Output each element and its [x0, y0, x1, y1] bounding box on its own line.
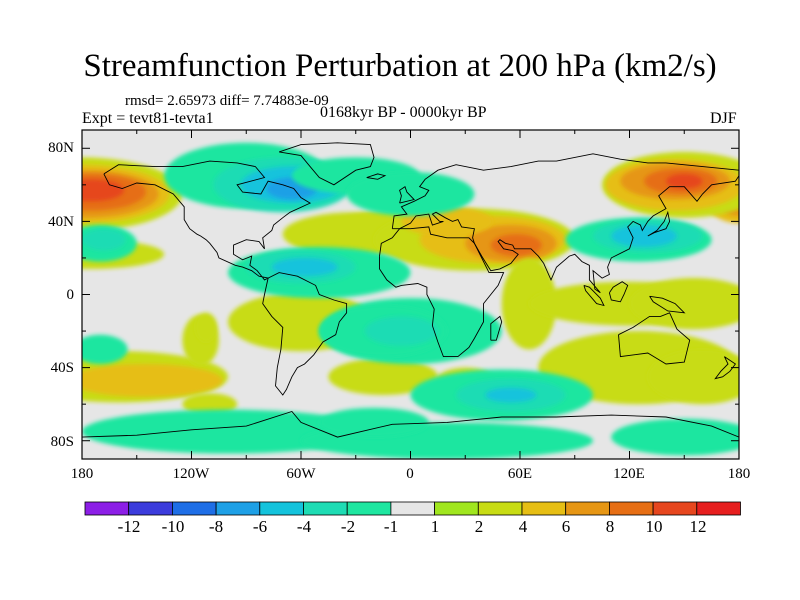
colorbar-label: 10 — [645, 517, 663, 536]
lat-label-eq: 0 — [66, 287, 75, 303]
coastlines — [82, 142, 739, 438]
colorbar-swatch — [696, 501, 741, 516]
coastline — [262, 272, 348, 396]
experiment-label: Expt = tevt81-tevta1 — [82, 110, 214, 127]
stats-text: rmsd= 2.65973 diff= 7.74883e-09 — [125, 93, 329, 109]
colorbar-swatch — [84, 501, 130, 516]
colorbar-label: 1 — [430, 517, 440, 536]
colorbar-swatch — [521, 501, 567, 516]
lon-label-180w: 180 — [70, 466, 94, 482]
colorbar-label: 8 — [605, 517, 615, 536]
colorbar-swatch — [346, 501, 392, 516]
lon-label-60e: 60E — [507, 466, 533, 482]
coastline — [82, 410, 739, 438]
colorbar-label: -2 — [340, 517, 356, 536]
coastline — [583, 284, 605, 307]
colorbar-swatch — [390, 501, 435, 516]
colorbar-label: -1 — [383, 517, 399, 536]
lon-label-180e: 180 — [727, 466, 751, 482]
colorbar-swatch — [128, 501, 173, 516]
lat-label-40n: 40N — [48, 214, 74, 230]
colorbar — [84, 501, 741, 516]
coastline — [366, 173, 387, 180]
lat-label-80n: 80N — [48, 140, 74, 156]
colorbar-swatch — [215, 501, 261, 516]
lon-label-60w: 60W — [286, 466, 316, 482]
coastline — [278, 142, 375, 186]
coastline — [379, 226, 505, 358]
colorbar-swatch — [652, 501, 698, 516]
lon-label-0: 0 — [406, 466, 414, 482]
coastline — [714, 356, 737, 380]
colorbar-swatch — [259, 501, 304, 516]
colorbar-label: -4 — [296, 517, 312, 536]
colorbar-label: -12 — [117, 517, 141, 536]
coastline — [490, 315, 503, 341]
colorbar-swatch — [303, 501, 348, 516]
coastline — [399, 186, 415, 204]
figure-title: Streamfunction Perturbation at 200 hPa (… — [83, 48, 717, 84]
colorbar-label: 12 — [689, 517, 707, 536]
colorbar-swatch — [434, 501, 479, 516]
colorbar-swatch — [477, 501, 523, 516]
period-label: 0168kyr BP - 0000kyr BP — [320, 104, 487, 121]
colorbar-swatch — [565, 501, 610, 516]
colorbar-label: 2 — [474, 517, 484, 536]
lat-label-40s: 40S — [50, 360, 74, 376]
coastline — [649, 295, 686, 314]
colorbar-label: -10 — [161, 517, 185, 536]
axis-ticks — [81, 130, 740, 459]
colorbar-label: 4 — [518, 517, 528, 536]
coastline — [103, 160, 312, 281]
coastline — [647, 210, 671, 237]
coastline — [618, 312, 691, 365]
lon-label-120w: 120W — [172, 466, 210, 482]
colorbar-label: 6 — [561, 517, 571, 536]
field-layer — [82, 142, 739, 459]
lat-label-80s: 80S — [50, 434, 74, 450]
coastline — [391, 153, 739, 294]
coastline — [608, 281, 629, 303]
colorbar-label: -6 — [252, 517, 268, 536]
season-label: DJF — [710, 110, 737, 127]
lon-label-120e: 120E — [613, 466, 645, 482]
colorbar-label: -8 — [208, 517, 224, 536]
colorbar-swatch — [609, 501, 654, 516]
colorbar-swatch — [171, 501, 217, 516]
